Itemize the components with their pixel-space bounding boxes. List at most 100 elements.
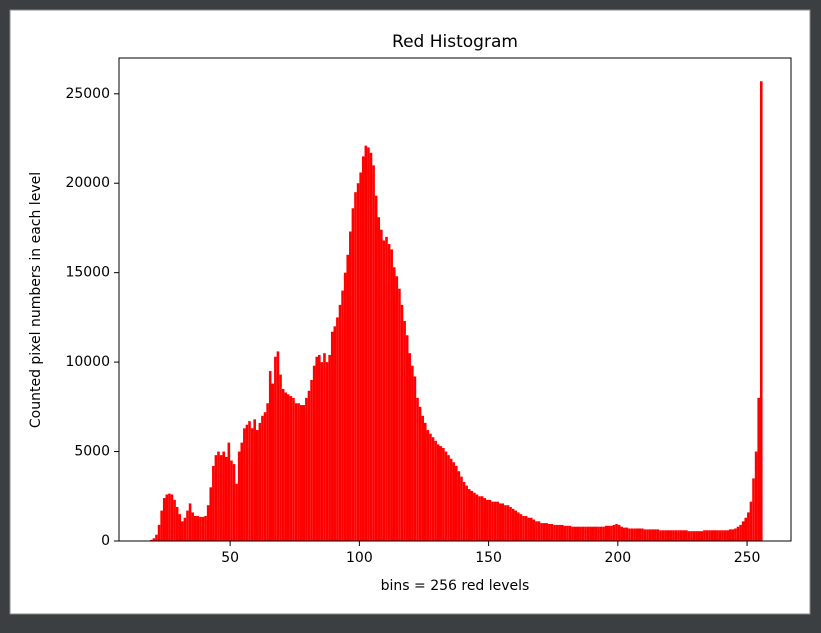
bar [677, 530, 680, 541]
bar [323, 353, 326, 541]
bar [527, 517, 530, 541]
bar [584, 526, 587, 541]
bar [498, 503, 502, 541]
bar [330, 331, 334, 541]
bar [545, 523, 549, 541]
bar [728, 529, 732, 541]
y-tick-label: 0 [101, 533, 110, 549]
bar [423, 422, 427, 541]
bar [615, 524, 618, 541]
bar [434, 440, 437, 541]
y-tick-label: 15000 [65, 265, 110, 281]
bar [638, 528, 642, 541]
bar [160, 510, 163, 541]
bar [250, 428, 254, 541]
bar [426, 430, 430, 541]
bar [351, 208, 355, 541]
bar [343, 272, 347, 541]
bar [346, 254, 350, 541]
bar [661, 530, 665, 541]
bar [318, 354, 321, 541]
bar [230, 460, 233, 541]
bar [240, 442, 244, 541]
bar [219, 455, 223, 541]
bar [442, 447, 445, 541]
bar [170, 494, 174, 541]
bar [196, 515, 200, 541]
bar [703, 530, 706, 541]
bar [193, 515, 197, 541]
bar [237, 451, 241, 541]
bar [504, 505, 507, 541]
bar [674, 530, 678, 541]
bar [591, 526, 595, 541]
bar [692, 531, 696, 541]
bar [548, 524, 551, 541]
bar [452, 462, 455, 541]
bar [491, 501, 494, 541]
bar [483, 498, 487, 541]
bar [470, 490, 474, 541]
bar [367, 147, 370, 541]
bar [209, 487, 213, 541]
bar [183, 517, 187, 541]
bar [511, 508, 515, 541]
bar [465, 485, 468, 541]
bar [292, 397, 295, 541]
bar [284, 392, 287, 541]
bar [341, 290, 344, 541]
bar [416, 397, 419, 541]
bar [643, 529, 647, 541]
bar [460, 476, 463, 541]
bar [623, 527, 626, 541]
bar [656, 529, 660, 541]
bar [274, 356, 277, 541]
bar [204, 515, 207, 541]
bar [496, 501, 499, 541]
x-tick-label: 150 [475, 550, 502, 566]
bar [287, 394, 290, 541]
bar [486, 499, 489, 541]
bar [550, 524, 554, 541]
bar [747, 512, 750, 541]
bar [411, 365, 414, 541]
bar [607, 525, 611, 541]
bar [648, 529, 652, 541]
bar [617, 524, 621, 541]
bar [315, 356, 319, 541]
bar [212, 465, 215, 541]
bar [312, 365, 316, 541]
bar [276, 351, 280, 541]
bar [467, 489, 471, 541]
bar [255, 430, 259, 541]
bar [679, 530, 683, 541]
bar [188, 503, 192, 541]
bar [338, 304, 342, 541]
bar [263, 412, 267, 541]
bar [633, 528, 636, 541]
y-tick-label: 10000 [65, 354, 110, 370]
bar [175, 507, 179, 541]
bar [708, 530, 711, 541]
bar [478, 496, 481, 541]
bar [377, 217, 381, 541]
bar [741, 521, 745, 541]
bar [672, 530, 675, 541]
bar [405, 335, 409, 541]
bar [155, 534, 158, 541]
bar [713, 530, 717, 541]
bar [199, 516, 202, 541]
bar [418, 406, 422, 541]
bar [364, 145, 368, 541]
bar [625, 527, 629, 541]
axes-frame [118, 57, 792, 542]
bar [206, 505, 210, 541]
bar [537, 521, 541, 541]
y-axis-label: Counted pixel numbers in each level [28, 172, 44, 428]
bar [439, 446, 443, 541]
bar [685, 530, 688, 541]
bar [664, 530, 667, 541]
bar [403, 320, 406, 541]
bar [651, 529, 655, 541]
